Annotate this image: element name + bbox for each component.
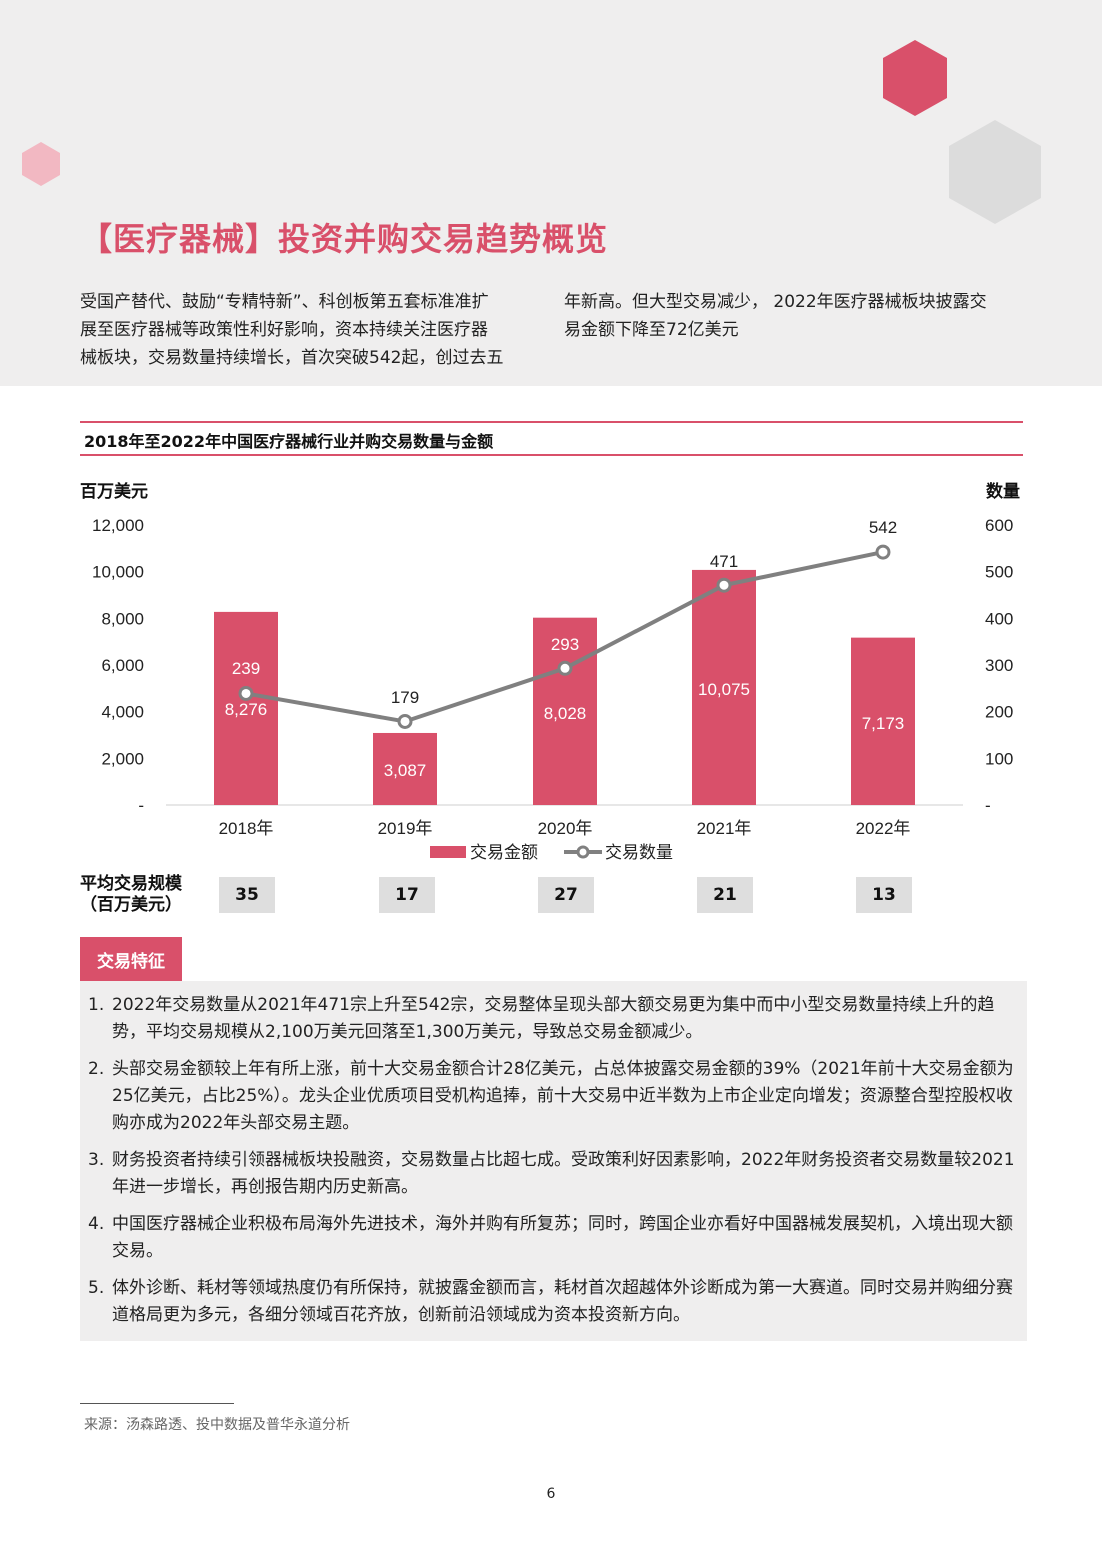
intro-line: 械板块，交易数量持续增长，首次突破542起，创过去五 bbox=[80, 348, 504, 368]
intro-line: 展至医疗器械等政策性利好影响，资本持续关注医疗器 bbox=[80, 320, 488, 340]
right-axis-tick-label: 400 bbox=[985, 609, 1013, 628]
left-axis-tick-label: 12,000 bbox=[92, 516, 144, 535]
avg-value-2019: 17 bbox=[379, 877, 435, 913]
avg-value-2018: 35 bbox=[219, 877, 275, 913]
line-value-label: 293 bbox=[551, 635, 579, 654]
bar-2019年 bbox=[373, 732, 437, 805]
line-point bbox=[716, 577, 732, 593]
avg-value-2021: 21 bbox=[697, 877, 753, 913]
bar-value-label: 10,075 bbox=[698, 680, 750, 699]
avg-label-line: （百万美元） bbox=[80, 895, 182, 915]
x-axis-category-label: 2019年 bbox=[378, 819, 433, 838]
x-axis-category-label: 2018年 bbox=[219, 819, 274, 838]
legend-swatch-bar bbox=[430, 846, 466, 858]
line-value-label: 239 bbox=[232, 659, 260, 678]
feature-text: 体外诊断、耗材等领域热度仍有所保持，就披露金额而言，耗材首次超越体外诊断成为第一… bbox=[112, 1278, 1013, 1325]
right-axis-tick-label: 500 bbox=[985, 563, 1013, 582]
right-axis-tick-label: 200 bbox=[985, 703, 1013, 722]
source-note: 来源：汤森路透、投中数据及普华永道分析 bbox=[84, 1417, 350, 1433]
bar-value-label: 3,087 bbox=[384, 761, 427, 780]
bar-value-label: 7,173 bbox=[862, 714, 905, 733]
right-axis-tick-label: 300 bbox=[985, 656, 1013, 675]
intro-right-column: 年新高。但大型交易减少， 2022年医疗器械板块披露交 易金额下降至72亿美元 bbox=[564, 288, 1026, 344]
avg-deal-size-label: 平均交易规模 （百万美元） bbox=[80, 874, 182, 916]
right-axis-unit: 数量 bbox=[986, 482, 1020, 502]
features-box bbox=[80, 981, 1027, 1341]
left-axis-tick-label: - bbox=[138, 796, 144, 815]
left-axis-tick-label: 10,000 bbox=[92, 563, 144, 582]
feature-text: 财务投资者持续引领器械板块投融资，交易数量占比超七成。受政策利好因素影响，202… bbox=[112, 1150, 1015, 1197]
features-list: 1. 2022年交易数量从2021年471宗上升至542宗，交易整体呈现头部大额交… bbox=[88, 992, 1018, 1339]
intro-left-column: 受国产替代、鼓励“专精特新”、科创板第五套标准准扩 展至医疗器械等政策性利好影响… bbox=[80, 288, 542, 372]
source-rule bbox=[80, 1403, 234, 1404]
feature-item: 2. 头部交易金额较上年有所上涨，前十大交易金额合计28亿美元，占总体披露交易金额… bbox=[88, 1056, 1018, 1137]
hexagon-decoration-pink bbox=[22, 142, 60, 186]
feature-item: 3. 财务投资者持续引领器械板块投融资，交易数量占比超七成。受政策利好因素影响，2… bbox=[88, 1147, 1018, 1201]
left-axis-tick-label: 6,000 bbox=[101, 656, 144, 675]
hexagon-decoration-red bbox=[883, 40, 947, 116]
x-axis-category-label: 2020年 bbox=[538, 819, 593, 838]
features-tab: 交易特征 bbox=[80, 937, 182, 981]
line-value-label: 542 bbox=[869, 518, 897, 537]
bar-value-label: 8,028 bbox=[544, 704, 587, 723]
chart-title-bottom-rule bbox=[80, 454, 1023, 456]
right-axis-tick-label: 100 bbox=[985, 749, 1013, 768]
feature-item: 5. 体外诊断、耗材等领域热度仍有所保持，就披露金额而言，耗材首次超越体外诊断成为… bbox=[88, 1275, 1018, 1329]
right-axis-tick-label: - bbox=[985, 796, 991, 815]
bar-2021年 bbox=[692, 569, 756, 805]
intro-line: 年新高。但大型交易减少， 2022年医疗器械板块披露交 bbox=[564, 292, 987, 312]
left-axis-tick-label: 8,000 bbox=[101, 609, 144, 628]
intro-line: 易金额下降至72亿美元 bbox=[564, 320, 739, 340]
line-point bbox=[557, 660, 573, 676]
feature-text: 中国医疗器械企业积极布局海外先进技术，海外并购有所复苏；同时，跨国企业亦看好中国… bbox=[112, 1214, 1013, 1261]
legend-label-bar: 交易金额 bbox=[470, 843, 538, 862]
bar-2020年 bbox=[533, 617, 597, 805]
left-axis-tick-label: 2,000 bbox=[101, 749, 144, 768]
feature-number: 4. bbox=[88, 1214, 105, 1234]
avg-value-2022: 13 bbox=[856, 877, 912, 913]
feature-text: 头部交易金额较上年有所上涨，前十大交易金额合计28亿美元，占总体披露交易金额的3… bbox=[112, 1059, 1014, 1133]
hexagon-decoration-gray bbox=[949, 120, 1041, 224]
bar-2022年 bbox=[851, 637, 915, 805]
bar-2018年 bbox=[214, 611, 278, 805]
left-axis-unit: 百万美元 bbox=[80, 482, 148, 502]
chart-title-top-rule bbox=[80, 421, 1023, 423]
feature-item: 4. 中国医疗器械企业积极布局海外先进技术，海外并购有所复苏；同时，跨国企业亦看好… bbox=[88, 1211, 1018, 1265]
avg-value-2020: 27 bbox=[538, 877, 594, 913]
line-value-label: 179 bbox=[391, 688, 419, 707]
legend-label-line: 交易数量 bbox=[605, 843, 673, 862]
feature-number: 2. bbox=[88, 1059, 105, 1079]
deal-chart: - 2,000 4,000 6,000 8,000 10,000 12,000 - 100 200… bbox=[92, 516, 1013, 862]
feature-text: 2022年交易数量从2021年471宗上升至542宗，交易整体呈现头部大额交易更… bbox=[112, 995, 995, 1042]
line-value-label: 471 bbox=[710, 552, 738, 571]
line-point bbox=[238, 685, 254, 701]
legend-swatch-line-marker bbox=[576, 845, 590, 859]
avg-label-line: 平均交易规模 bbox=[80, 874, 182, 894]
line-point bbox=[875, 544, 891, 560]
feature-number: 5. bbox=[88, 1278, 105, 1298]
x-axis-category-label: 2022年 bbox=[856, 819, 911, 838]
right-axis-tick-label: 600 bbox=[985, 516, 1013, 535]
feature-number: 1. bbox=[88, 995, 105, 1015]
feature-item: 1. 2022年交易数量从2021年471宗上升至542宗，交易整体呈现头部大额交… bbox=[88, 992, 1018, 1046]
x-axis-category-label: 2021年 bbox=[697, 819, 752, 838]
bar-value-label: 8,276 bbox=[225, 700, 268, 719]
left-axis-tick-label: 4,000 bbox=[101, 703, 144, 722]
line-point bbox=[397, 713, 413, 729]
page-number: 6 bbox=[546, 1486, 556, 1502]
intro-line: 受国产替代、鼓励“专精特新”、科创板第五套标准准扩 bbox=[80, 292, 489, 312]
feature-number: 3. bbox=[88, 1150, 105, 1170]
page-title: 【医疗器械】投资并购交易趋势概览 bbox=[80, 220, 609, 258]
chart-title: 2018年至2022年中国医疗器械行业并购交易数量与金额 bbox=[84, 432, 494, 451]
